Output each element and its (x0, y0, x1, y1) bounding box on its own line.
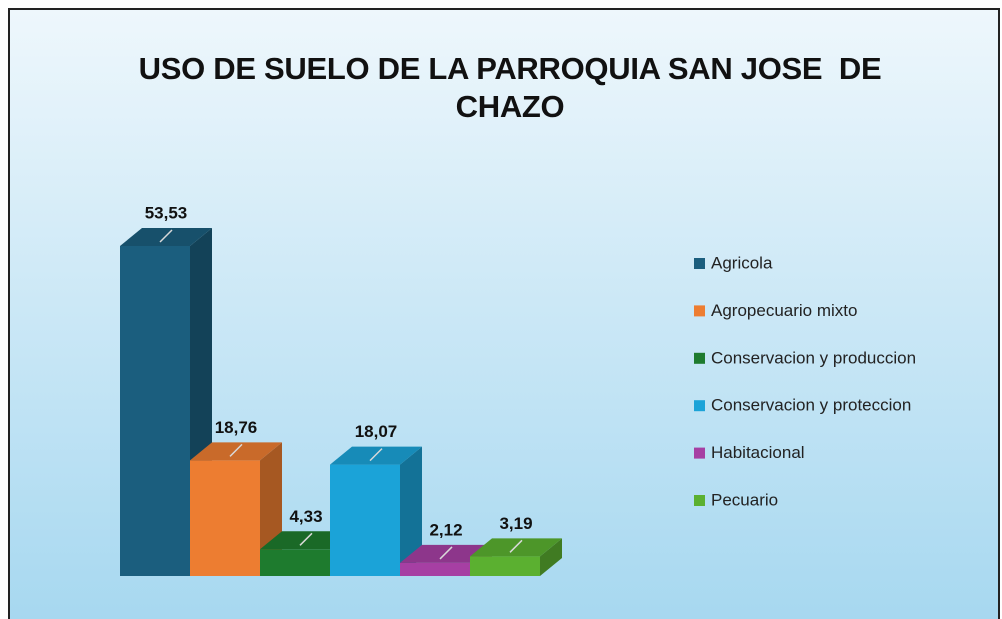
legend-label: Agropecuario mixto (711, 301, 857, 320)
bar (120, 246, 190, 576)
bar-side (400, 446, 422, 576)
data-label: 18,07 (355, 422, 398, 441)
legend-swatch (694, 447, 705, 459)
legend-swatch (694, 258, 705, 269)
leader-line (299, 532, 313, 546)
legend-swatch (694, 305, 705, 317)
legend-label: Agricola (711, 253, 773, 272)
data-label: 18,76 (215, 418, 258, 437)
bar (400, 562, 470, 576)
data-label: 2,12 (429, 520, 462, 539)
leader-line (369, 448, 383, 462)
leader-line (439, 546, 453, 560)
legend-swatch (694, 352, 705, 364)
bar (260, 549, 330, 576)
leader-line (509, 539, 523, 553)
bar-side (540, 538, 562, 576)
legend-label: Conservacion y produccion (711, 348, 916, 367)
legend-swatch (694, 495, 705, 506)
legend-swatch (694, 400, 705, 412)
bar (470, 556, 540, 576)
data-label: 3,19 (499, 514, 532, 533)
bar (330, 464, 400, 576)
leader-line (159, 229, 173, 243)
legend-label: Habitacional (711, 443, 805, 462)
leader-line (229, 443, 243, 457)
data-label: 4,33 (289, 507, 322, 526)
legend-label: Conservacion y proteccion (711, 396, 911, 415)
data-label: 53,53 (145, 203, 188, 222)
chart-title: USO DE SUELO DE LA PARROQUIA SAN JOSE DE… (138, 51, 890, 124)
legend-label: Pecuario (711, 490, 778, 509)
bar (190, 460, 260, 576)
